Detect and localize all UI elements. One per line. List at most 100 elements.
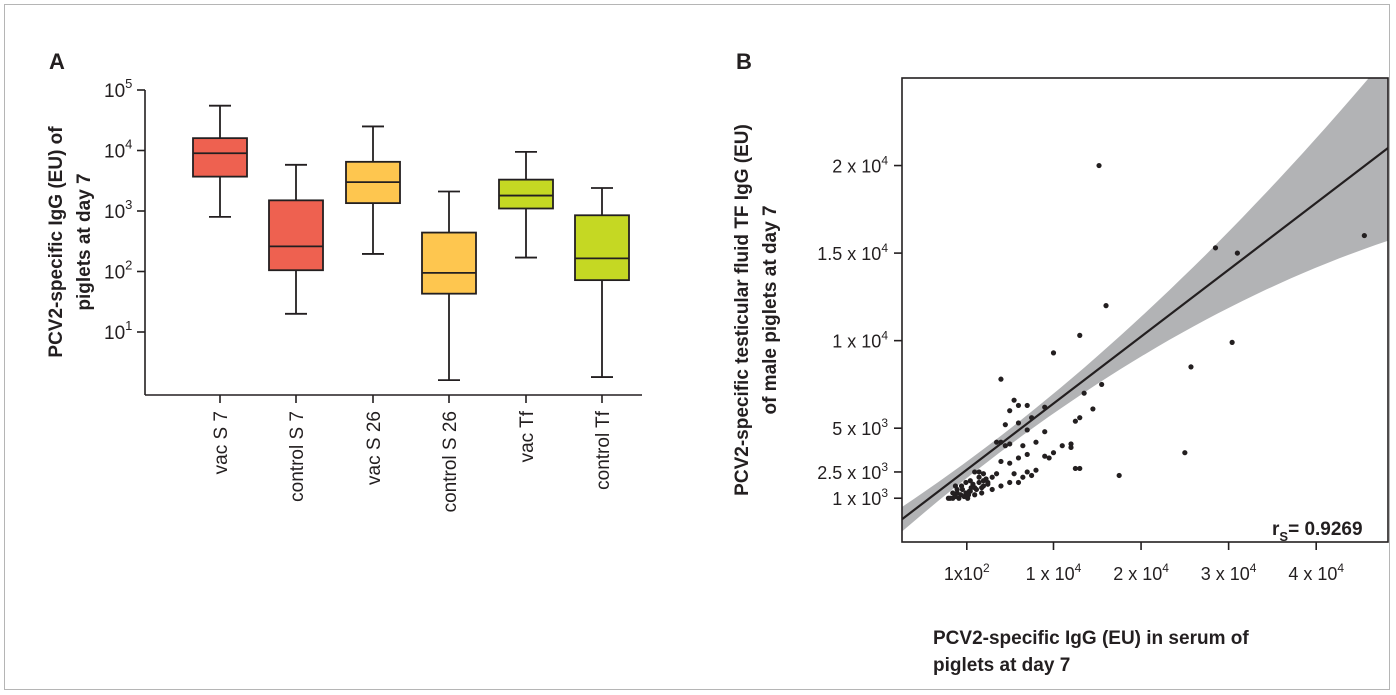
scatter-y-axis-label: PCV2-specific testicular fluid TF IgG (E… [732,124,781,496]
scatter-point [989,486,995,493]
scatter-point [1033,467,1039,473]
scatter-point [1020,474,1026,480]
scatter-point [980,478,987,484]
scatter-point [1050,450,1057,456]
scatter-y-tick-label: 1.5 x 104 [817,241,888,264]
confidence-band [902,78,1388,532]
scatter-point [1077,465,1083,472]
scatter-point [1002,443,1008,449]
box-y-tick-label: 101 [104,318,132,344]
scatter-y-tick-label: 2 x 104 [832,154,888,177]
scatter-point [993,471,1000,477]
scatter-point [1077,415,1083,421]
scatter-point [1033,439,1039,445]
scatter-point [979,490,985,496]
scatter-point [1090,406,1096,412]
scatter-point [1024,451,1030,458]
plot-frame [901,77,1389,543]
scatter-point [1072,465,1078,472]
box-4 [421,231,477,295]
scatter-point [1072,418,1078,424]
box-6 [574,214,630,282]
scatter-y-tick-label: 5 x 103 [832,416,888,439]
scatter-point [1188,364,1194,370]
scatter-point [1081,390,1087,396]
scatter-point [998,483,1004,489]
box-1 [192,137,248,178]
scatter-point [1024,469,1030,475]
scatter-point [1096,162,1102,169]
scatter-point [980,471,987,477]
scatter-point [952,483,959,489]
panel-b-letter: B [736,49,752,74]
box-category-label: vac Tf [517,410,538,462]
panel-a-letter: A [49,49,65,74]
scatter-x-axis-label-line-1: PCV2-specific IgG (EU) in serum of [933,628,1249,649]
box-y-axis-label: PCV2-specific IgG (EU) of piglets at day … [46,126,95,358]
scatter-point [950,490,956,496]
scatter-point [1212,245,1219,251]
scatter-point [1011,397,1017,403]
scatter-point [972,469,978,475]
scatter-point [1024,402,1030,409]
scatter-point [1116,472,1122,479]
box-y-tick-label: 105 [104,76,132,102]
scatter-point [1007,460,1013,466]
scatter-y-axis-label-line-1: PCV2-specific testicular fluid TF IgG (E… [732,124,753,496]
box-5 [498,178,554,210]
scatter-point [998,439,1004,445]
scatter-point [998,376,1004,382]
scatter-point [985,481,991,487]
box-plot-chart: 101 102 103 104 105 vac S 7 control S 7 vac S 2… [46,76,642,512]
scatter-x-axis-label-line-2: piglets at day 7 [933,655,1071,676]
scatter-point [965,492,972,498]
scatter-point [998,458,1004,465]
scatter-point [1068,441,1074,447]
scatter-point [1234,250,1240,256]
scatter-point [1015,455,1022,461]
box-category-label: control S 7 [287,411,308,502]
scatter-x-tick-label: 4 x 104 [1288,561,1344,584]
box-y-tick-label: 102 [104,258,132,284]
scatter-point [972,492,978,498]
scatter-x-tick-label: 2 x 104 [1113,561,1169,584]
scatter-y-tick-label: 1 x 104 [832,329,888,352]
scatter-point [993,439,1000,445]
box-y-axis-label-line-1: PCV2-specific IgG (EU) of [46,126,67,358]
scatter-x-tick-label: 3 x 104 [1201,561,1257,584]
scatter-point [1077,332,1083,338]
box-category-label: control S 26 [440,411,461,512]
scatter-point [1103,303,1109,309]
scatter-point [1361,232,1367,239]
regression-line [902,147,1388,521]
scatter-point [967,478,973,484]
scatter-point [1046,455,1052,461]
scatter-point [1050,350,1057,356]
scatter-point [1024,427,1030,433]
scatter-x-tick-label: 1 x 104 [1026,561,1082,584]
scatter-point [958,483,965,489]
scatter-point [1007,408,1013,414]
box-category-label: control Tf [593,410,614,490]
scatter-point [1042,404,1048,410]
box-y-axis-label-line-2: piglets at day 7 [74,173,95,310]
scatter-point [1042,429,1048,435]
scatter-point [963,479,969,486]
box-category-label: vac S 7 [211,411,232,474]
scatter-plot-chart: 1x102 1 x 104 2 x 104 3 x 104 4 x 104 1 x 103… [732,77,1389,584]
scatter-point [1002,422,1008,428]
scatter-point [976,474,982,480]
scatter-y-tick-label: 1 x 103 [832,486,888,509]
scatter-point [1020,443,1026,449]
scatter-point [979,485,985,491]
scatter-point [976,469,982,475]
scatter-point [1059,443,1065,449]
scatter-point [989,474,995,480]
scatter-point [1007,441,1013,447]
scatter-point [1015,479,1022,486]
box-y-tick-label: 103 [104,197,132,223]
scatter-x-tick-label: 1x102 [944,561,990,584]
scatter-point [1011,471,1017,477]
scatter-point [1229,339,1235,345]
scatter-point [1042,453,1048,459]
